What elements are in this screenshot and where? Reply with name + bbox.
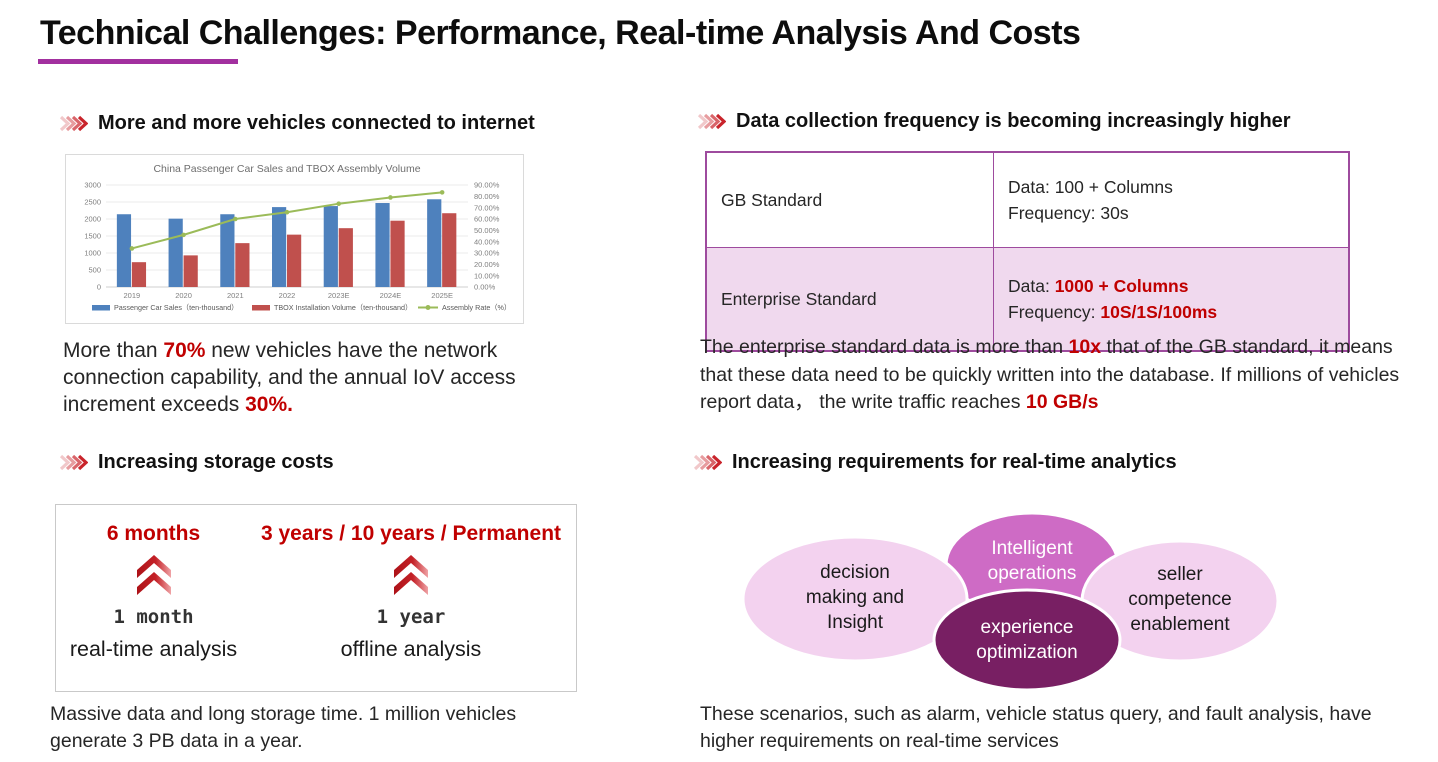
svg-text:Passenger Car Sales（ten-thousa: Passenger Car Sales（ten-thousand） <box>114 303 238 312</box>
storage-column-label: real-time analysis <box>69 637 238 661</box>
venn-label-experience-optimization: experience optimization <box>976 617 1078 663</box>
section-header-label: Data collection frequency is becoming in… <box>736 110 1291 132</box>
standards-table: GB Standard Data: 100 + Columns Frequency:… <box>705 151 1350 352</box>
svg-text:40.00%: 40.00% <box>474 237 500 246</box>
section-header-label: More and more vehicles connected to inte… <box>98 112 535 134</box>
svg-text:20.00%: 20.00% <box>474 260 500 269</box>
svg-text:0.00%: 0.00% <box>474 283 496 292</box>
venn-label-seller-competence: seller competence enablement <box>1128 564 1232 635</box>
svg-text:2000: 2000 <box>84 215 101 224</box>
realtime-paragraph: These scenarios, such as alarm, vehicle … <box>700 703 1372 752</box>
chevrons-icon <box>698 113 726 130</box>
standard-name-cell: Enterprise Standard <box>705 247 994 352</box>
svg-text:2019: 2019 <box>124 291 141 300</box>
svg-text:2024E: 2024E <box>380 291 402 300</box>
storage-column-realtime: 6 months 1 month real-time analysis <box>56 505 251 691</box>
vehicles-paragraph: More than 70% new vehicles have the netw… <box>63 339 516 416</box>
frequency-paragraph: The enterprise standard data is more tha… <box>700 336 1400 413</box>
storage-paragraph: Massive data and long storage time. 1 mi… <box>50 703 517 752</box>
storage-column-offline: 3 years / 10 years / Permanent 1 year of… <box>251 505 571 691</box>
title-underline <box>38 59 238 64</box>
svg-text:30.00%: 30.00% <box>474 249 500 258</box>
section-header-label: Increasing storage costs <box>98 451 334 473</box>
car-sales-chart: 0 500 1000 1500 2000 2500 3000 0.00% 10.00% 20.00… <box>65 154 524 324</box>
svg-text:2025E: 2025E <box>431 291 453 300</box>
svg-text:1000: 1000 <box>84 249 101 258</box>
chevrons-icon <box>60 115 88 132</box>
svg-text:0: 0 <box>97 283 101 292</box>
table-row: Enterprise Standard Data: 1000 + Columns F… <box>705 247 1350 352</box>
svg-text:2020: 2020 <box>175 291 192 300</box>
chevrons-icon <box>694 454 722 471</box>
svg-text:3000: 3000 <box>84 181 101 190</box>
page-title: Technical Challenges: Performance, Real-… <box>40 14 1081 52</box>
svg-text:TBOX Installation Volume（ten-t: TBOX Installation Volume（ten-thousand） <box>274 303 412 312</box>
svg-text:Assembly Rate（%）: Assembly Rate（%） <box>442 303 511 312</box>
section-header-vehicles: More and more vehicles connected to inte… <box>60 112 535 135</box>
svg-text:2022: 2022 <box>279 291 296 300</box>
section-header-frequency: Data collection frequency is becoming in… <box>698 110 1291 133</box>
svg-text:500: 500 <box>88 266 101 275</box>
ellipse-decision-making <box>741 535 969 663</box>
svg-text:10.00%: 10.00% <box>474 271 500 280</box>
storage-column-label: offline analysis <box>340 637 482 661</box>
table-row: GB Standard Data: 100 + Columns Frequency:… <box>705 151 1350 248</box>
svg-text:70.00%: 70.00% <box>474 203 500 212</box>
section-header-storage: Increasing storage costs <box>60 451 334 474</box>
section-header-label: Increasing requirements for real-time an… <box>732 451 1177 473</box>
storage-before-value: 1 month <box>113 606 194 628</box>
ellipse-experience-optimization <box>932 588 1122 692</box>
up-chevron-icon <box>394 555 428 595</box>
storage-box: 6 months 1 month real-time analysis 3 ye… <box>55 504 577 692</box>
chevrons-icon <box>60 454 88 471</box>
combo-chart-svg: 0 500 1000 1500 2000 2500 3000 0.00% 10.00% 20.00… <box>84 163 511 312</box>
svg-text:80.00%: 80.00% <box>474 192 500 201</box>
storage-before-value: 1 year <box>376 606 446 628</box>
standard-value-cell: Data: 100 + Columns Frequency: 30s <box>993 151 1350 248</box>
storage-after-value: 6 months <box>106 522 201 545</box>
analytics-venn: decision making and Insight Intelligent … <box>722 503 1292 695</box>
svg-text:2021: 2021 <box>227 291 244 300</box>
venn-label-intelligent-operations: Intelligent operations <box>987 538 1077 584</box>
svg-text:2500: 2500 <box>84 198 101 207</box>
venn-label-decision-making: decision making and Insight <box>805 562 905 633</box>
up-chevron-icon <box>136 555 171 595</box>
venn-svg <box>741 511 1280 692</box>
svg-text:60.00%: 60.00% <box>474 215 500 224</box>
standard-name-cell: GB Standard <box>705 151 994 248</box>
svg-text:50.00%: 50.00% <box>474 226 500 235</box>
svg-text:1500: 1500 <box>84 232 101 241</box>
svg-text:90.00%: 90.00% <box>474 181 500 190</box>
section-header-realtime: Increasing requirements for real-time an… <box>694 451 1177 474</box>
svg-text:2023E: 2023E <box>328 291 350 300</box>
standard-value-cell: Data: 1000 + Columns Frequency: 10S/1S/10… <box>993 247 1350 352</box>
storage-after-value: 3 years / 10 years / Permanent <box>260 522 562 545</box>
svg-text:China Passenger Car Sales and: China Passenger Car Sales and TBOX Assem… <box>153 163 420 175</box>
